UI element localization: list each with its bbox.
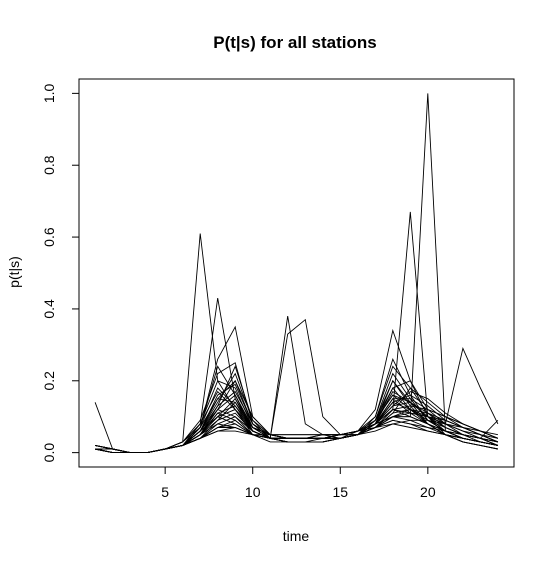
x-tick-label: 10 [245, 484, 261, 500]
series-lines [94, 93, 499, 454]
y-axis-label: p(t|s) [6, 256, 22, 288]
series-line-5 [95, 318, 498, 454]
series-line-7 [95, 93, 498, 454]
series-line-9 [95, 325, 498, 454]
series-line-4 [95, 316, 498, 454]
y-tick-label: 0.6 [41, 227, 57, 247]
y-tick-label: 0.4 [41, 299, 57, 319]
x-axis-label: time [283, 528, 310, 544]
y-tick-label: 0.0 [41, 443, 57, 463]
x-tick-label: 15 [332, 484, 348, 500]
x-axis: 5 10 15 20 [161, 466, 436, 500]
y-tick-label: 0.8 [41, 155, 57, 175]
series-line-19 [95, 365, 498, 454]
x-tick-label: 20 [420, 484, 436, 500]
x-tick-label: 5 [161, 484, 169, 500]
series-line-32 [95, 391, 499, 454]
y-tick-label: 1.0 [41, 83, 57, 103]
series-line-8 [95, 346, 499, 454]
y-axis: 0.0 0.2 0.4 0.6 0.8 1.0 [41, 83, 80, 463]
series-line-2 [95, 233, 498, 454]
series-line-31 [95, 365, 498, 454]
series-line-6 [95, 211, 498, 454]
series-line-26 [95, 365, 498, 454]
y-tick-label: 0.2 [41, 371, 57, 391]
chart-title: P(t|s) for all stations [213, 33, 376, 52]
